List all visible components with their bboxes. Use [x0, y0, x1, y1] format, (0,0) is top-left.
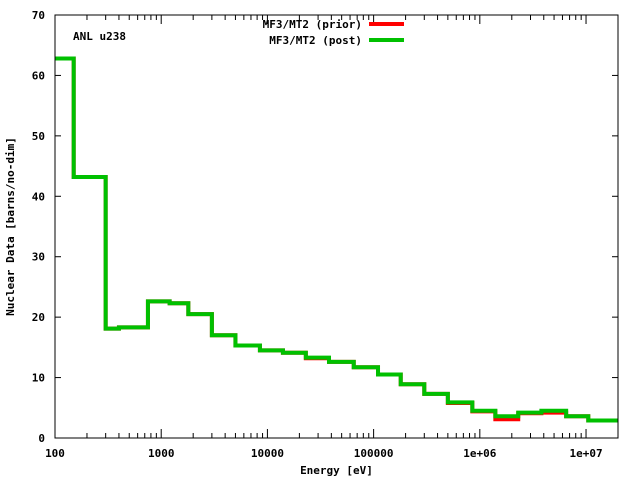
x-tick-label: 100: [45, 447, 65, 460]
y-axis-label: Nuclear Data [barns/no-dim]: [4, 137, 17, 316]
ticks-layer: 0 10 20 30 40 50 60 70 100 1000 10000 100000 1e+06 1e…: [32, 9, 619, 460]
chart-annotation: ANL u238: [73, 30, 126, 43]
x-axis-label: Energy [eV]: [300, 464, 373, 477]
y-tick-label: 0: [38, 432, 45, 445]
series-layer: [55, 56, 618, 423]
legend-label-post: MF3/MT2 (post): [269, 34, 362, 47]
y-tick-label: 70: [32, 9, 45, 22]
y-tick-label: 50: [32, 130, 45, 143]
y-tick-label: 30: [32, 251, 45, 264]
x-tick-label: 1e+07: [569, 447, 602, 460]
x-tick-label: 1000: [148, 447, 175, 460]
plot-frame: [54, 14, 619, 439]
series-line-post: [55, 56, 618, 423]
legend: MF3/MT2 (prior) MF3/MT2 (post): [263, 18, 404, 47]
y-tick-label: 20: [32, 311, 45, 324]
x-tick-label: 1e+06: [463, 447, 496, 460]
y-tick-label: 60: [32, 69, 45, 82]
y-tick-label: 10: [32, 372, 45, 385]
x-tick-label: 10000: [251, 447, 284, 460]
y-tick-label: 40: [32, 190, 45, 203]
legend-label-prior: MF3/MT2 (prior): [263, 18, 362, 31]
x-tick-label: 100000: [354, 447, 394, 460]
